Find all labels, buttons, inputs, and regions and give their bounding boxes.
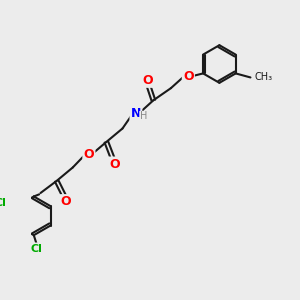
Text: O: O [143, 74, 153, 87]
Text: Cl: Cl [0, 199, 7, 208]
Text: O: O [84, 148, 94, 160]
Text: O: O [61, 195, 71, 208]
Text: H: H [140, 111, 147, 122]
Text: CH₃: CH₃ [254, 72, 273, 82]
Text: O: O [109, 158, 120, 171]
Text: O: O [183, 70, 194, 83]
Text: Cl: Cl [31, 244, 42, 254]
Text: N: N [131, 107, 141, 120]
